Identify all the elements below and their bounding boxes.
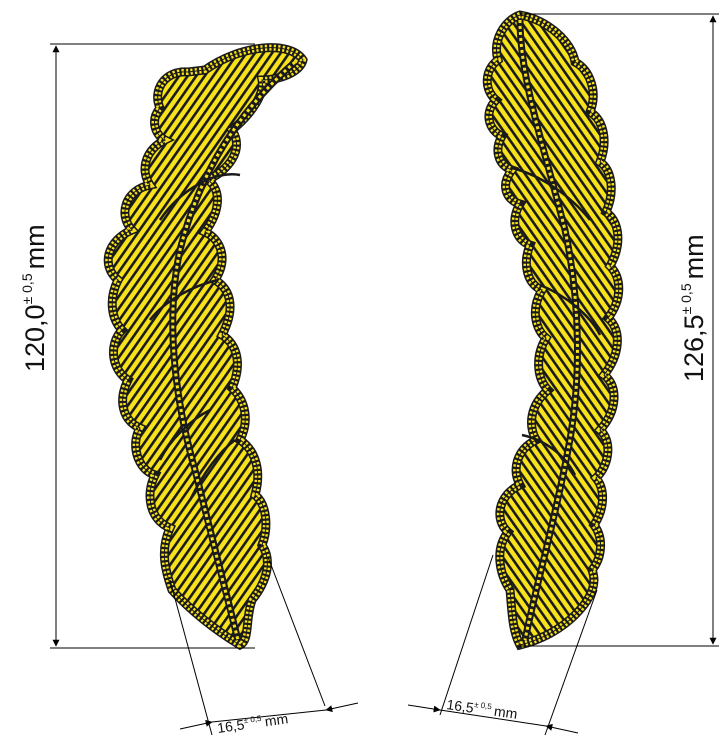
left-width-label: 16,5± 0,5 mm bbox=[216, 710, 289, 736]
right-width-dimension: 16,5± 0,5mm bbox=[407, 554, 598, 736]
right-height-dimension: 126,5± 0,5mm bbox=[520, 13, 719, 647]
left-wheat-branch bbox=[108, 48, 303, 645]
left-height-label: 120,0± 0,5mm bbox=[19, 224, 50, 372]
left-width-extension-1 bbox=[169, 579, 213, 736]
left-width-dimension: 16,5± 0,5 mm bbox=[169, 556, 359, 736]
right-height-label: 126,5± 0,5mm bbox=[678, 234, 709, 382]
right-width-label: 16,5± 0,5mm bbox=[446, 696, 519, 722]
left-width-extension-2 bbox=[267, 556, 326, 707]
right-width-extension-2 bbox=[544, 589, 598, 736]
right-width-extension-1 bbox=[439, 554, 494, 716]
left-height-dimension: 120,0± 0,5mm bbox=[19, 43, 255, 649]
right-wheat-branch bbox=[487, 15, 619, 645]
